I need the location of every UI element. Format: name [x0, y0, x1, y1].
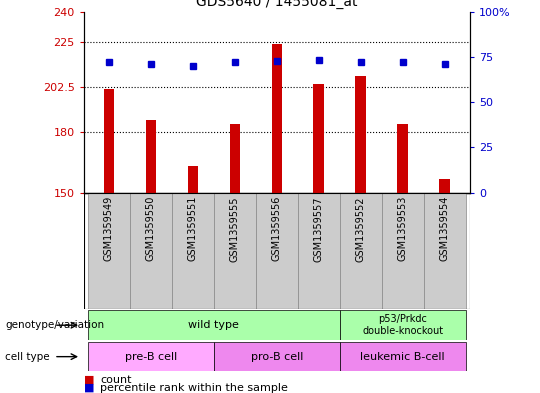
Bar	[340, 193, 382, 309]
Bar	[88, 342, 214, 371]
Text: GSM1359552: GSM1359552	[356, 196, 366, 262]
Text: leukemic B-cell: leukemic B-cell	[360, 352, 445, 362]
Bar	[314, 84, 324, 193]
Bar	[172, 193, 214, 309]
Bar	[272, 44, 282, 193]
Text: ■: ■	[84, 383, 94, 393]
Text: GSM1359551: GSM1359551	[188, 196, 198, 261]
Text: GSM1359554: GSM1359554	[440, 196, 450, 261]
Bar	[340, 342, 465, 371]
Text: pre-B cell: pre-B cell	[125, 352, 177, 362]
Bar	[382, 193, 424, 309]
Text: GSM1359557: GSM1359557	[314, 196, 323, 262]
Text: GSM1359553: GSM1359553	[397, 196, 408, 261]
Text: percentile rank within the sample: percentile rank within the sample	[100, 383, 288, 393]
Text: GSM1359549: GSM1359549	[104, 196, 114, 261]
Bar	[397, 124, 408, 193]
Bar	[230, 124, 240, 193]
Text: ■: ■	[84, 375, 94, 385]
Bar	[214, 193, 256, 309]
Bar	[355, 76, 366, 193]
Bar	[187, 167, 198, 193]
Bar	[424, 193, 465, 309]
Bar	[88, 193, 130, 309]
Text: genotype/variation: genotype/variation	[5, 320, 105, 330]
Text: GSM1359556: GSM1359556	[272, 196, 282, 261]
Bar	[104, 89, 114, 193]
Bar	[298, 193, 340, 309]
Bar	[130, 193, 172, 309]
Bar	[214, 342, 340, 371]
Text: pro-B cell: pro-B cell	[251, 352, 303, 362]
Bar	[440, 178, 450, 193]
Text: cell type: cell type	[5, 352, 50, 362]
Text: wild type: wild type	[188, 320, 239, 330]
Title: GDS5640 / 1455081_at: GDS5640 / 1455081_at	[196, 0, 357, 9]
Bar	[88, 310, 340, 340]
Bar	[256, 193, 298, 309]
Bar	[340, 310, 465, 340]
Text: GSM1359555: GSM1359555	[230, 196, 240, 262]
Text: GSM1359550: GSM1359550	[146, 196, 156, 261]
Text: count: count	[100, 375, 131, 385]
Text: p53/Prkdc
double-knockout: p53/Prkdc double-knockout	[362, 314, 443, 336]
Bar	[146, 120, 156, 193]
